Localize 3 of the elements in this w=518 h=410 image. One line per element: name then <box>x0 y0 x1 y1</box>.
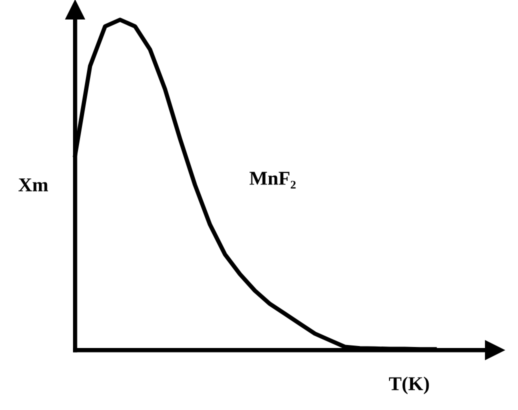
annotation: MnF₂ <box>250 172 296 189</box>
x-axis-title: T(K) <box>389 376 429 394</box>
y-axis-title: Xm <box>18 178 48 192</box>
